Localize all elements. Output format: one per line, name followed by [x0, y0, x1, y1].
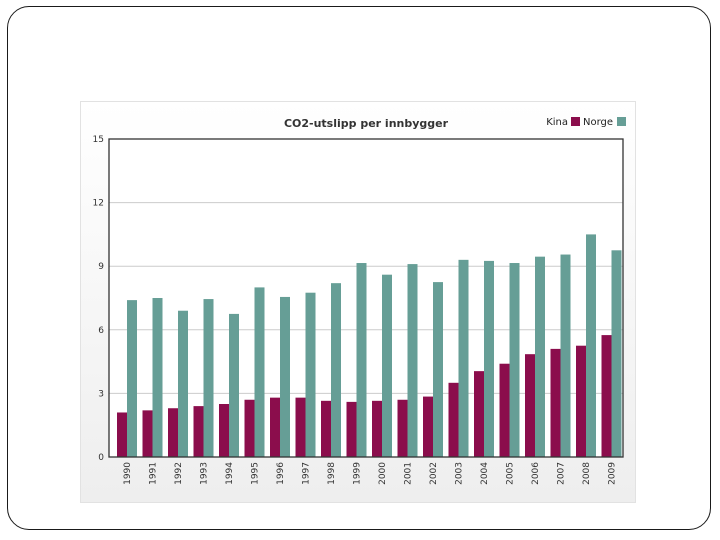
x-tick-label: 1999	[353, 462, 363, 485]
bar-kina	[448, 382, 459, 457]
y-axis-ticks: 0 3 6 9 12 15	[93, 135, 105, 463]
bar-norge	[509, 263, 520, 457]
y-tick-label: 3	[98, 389, 104, 399]
bar-kina	[525, 354, 535, 457]
y-tick-label: 6	[98, 326, 104, 336]
y-tick-label: 0	[98, 453, 104, 463]
bar-kina	[601, 335, 612, 457]
legend-label-norge: Norge	[583, 117, 613, 128]
x-tick-label: 2001	[404, 462, 414, 485]
bar-kina	[346, 401, 357, 457]
bar-kina	[270, 397, 280, 457]
bar-norge	[331, 283, 341, 457]
bar-kina	[244, 399, 255, 457]
x-tick-label: 1995	[251, 462, 261, 485]
bar-kina	[295, 397, 306, 457]
x-tick-label: 2008	[582, 462, 592, 485]
bar-norge	[458, 259, 469, 457]
bar-kina	[423, 396, 433, 457]
chart-title: CO2-utslipp per innbygger	[284, 117, 449, 130]
bar-kina	[499, 363, 510, 457]
x-tick-label: 1990	[123, 462, 133, 485]
bar-norge	[586, 234, 596, 457]
bar-norge	[407, 264, 418, 457]
x-tick-label: 1993	[200, 462, 210, 485]
x-tick-label: 2003	[455, 462, 465, 485]
chart-panel: CO2-utslipp per innbygger Kina Norge 0 3 6…	[80, 101, 636, 503]
y-tick-label: 15	[93, 135, 104, 145]
legend-label-kina: Kina	[546, 117, 568, 128]
bar-kina	[142, 410, 153, 457]
bar-norge	[484, 260, 494, 457]
bar-norge	[535, 256, 545, 457]
bar-norge	[560, 254, 571, 457]
bar-norge	[254, 287, 265, 457]
bar-chart: CO2-utslipp per innbygger Kina Norge 0 3 6…	[93, 117, 626, 485]
x-tick-label: 2006	[531, 462, 541, 485]
y-tick-label: 12	[93, 199, 104, 209]
x-tick-label: 1998	[327, 462, 337, 485]
plot-frame	[108, 138, 624, 458]
x-tick-label: 2002	[429, 462, 439, 485]
bar-norge	[203, 299, 214, 457]
y-tick-label: 9	[98, 262, 104, 272]
bar-norge	[382, 274, 392, 457]
x-tick-label: 2000	[378, 462, 388, 485]
bar-norge	[305, 292, 316, 457]
bar-kina	[193, 406, 204, 457]
x-tick-label: 2004	[480, 462, 490, 485]
x-tick-label: 1994	[225, 462, 235, 485]
bar-norge	[433, 282, 443, 457]
bar-norge	[152, 298, 163, 457]
legend-swatch-kina	[571, 117, 580, 126]
bar-norge	[356, 263, 367, 457]
bar-norge	[280, 296, 290, 457]
bar-norge	[229, 313, 239, 457]
bar-norge	[611, 250, 622, 457]
bar-kina	[550, 348, 561, 457]
bar-kina	[321, 400, 331, 457]
x-tick-label: 1997	[302, 462, 312, 485]
bar-kina	[117, 412, 127, 457]
bar-kina	[576, 345, 586, 457]
x-tick-label: 1996	[276, 462, 286, 485]
bar-kina	[372, 400, 382, 457]
bars	[117, 234, 622, 457]
x-axis-ticks: 1990 1991 1992 1993 1994 1995 1996 1997 1998 1999…	[123, 462, 618, 485]
bar-norge	[127, 300, 137, 457]
x-tick-label: 2007	[557, 462, 567, 485]
x-tick-label: 1991	[149, 462, 159, 485]
bar-kina	[168, 408, 178, 457]
legend-swatch-norge	[617, 117, 626, 126]
bar-kina	[219, 404, 229, 457]
x-tick-label: 2009	[608, 462, 618, 485]
bar-norge	[178, 310, 188, 457]
legend: Kina Norge	[546, 117, 626, 128]
bar-kina	[397, 399, 408, 457]
x-tick-label: 1992	[174, 462, 184, 485]
x-tick-label: 2005	[506, 462, 516, 485]
bar-kina	[474, 371, 484, 457]
